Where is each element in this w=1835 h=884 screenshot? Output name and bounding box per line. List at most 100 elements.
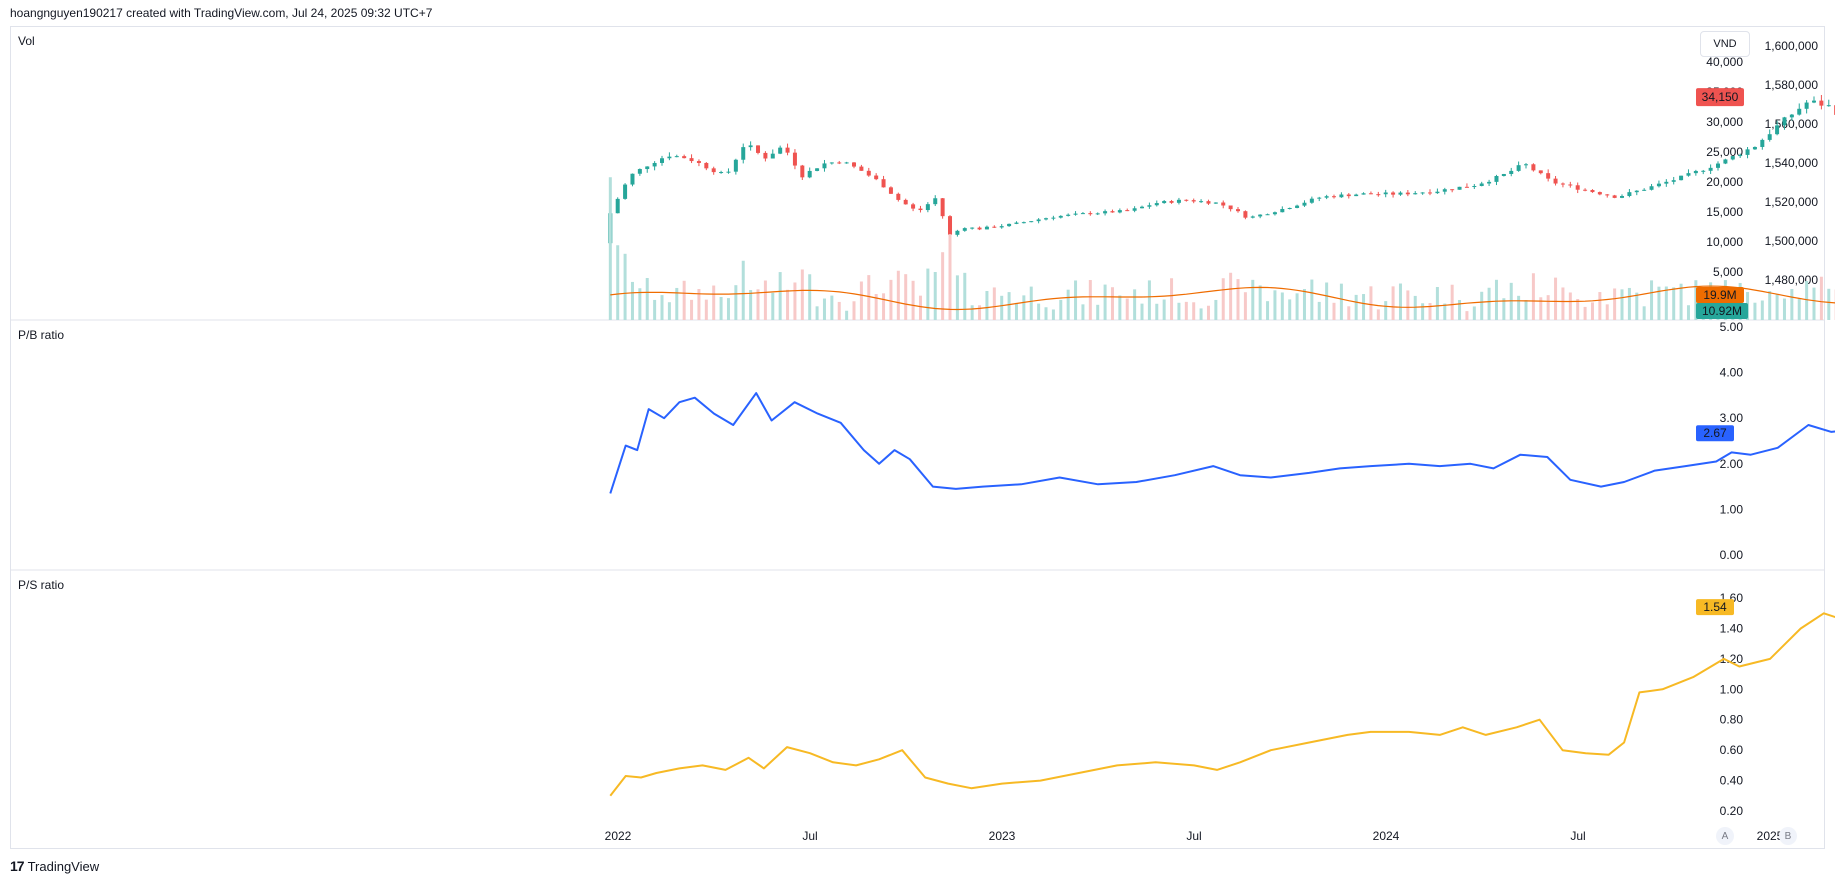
volume-bar bbox=[645, 278, 649, 320]
candle-body bbox=[1058, 215, 1063, 218]
candle-body bbox=[859, 166, 864, 171]
volume-bar bbox=[1421, 303, 1425, 320]
candle-body bbox=[1309, 198, 1314, 203]
candle-body bbox=[1612, 195, 1617, 198]
volume-bar bbox=[1760, 300, 1764, 320]
chart-header: hoangnguyen190217 created with TradingVi… bbox=[10, 6, 433, 20]
candle-body bbox=[1044, 218, 1049, 220]
volume-bar bbox=[1672, 287, 1676, 320]
x-tick-label: 2024 bbox=[1373, 829, 1400, 843]
volume-bar bbox=[1118, 295, 1122, 320]
candle-body bbox=[1391, 192, 1396, 195]
volume-bar bbox=[1221, 278, 1225, 320]
volume-bar bbox=[1598, 292, 1602, 320]
candle-body bbox=[733, 159, 738, 172]
candle-body bbox=[630, 173, 635, 185]
candle-body bbox=[645, 166, 650, 170]
pane-title-pb: P/B ratio bbox=[18, 328, 64, 342]
candle-body bbox=[1797, 108, 1802, 115]
candle-body bbox=[1147, 205, 1152, 207]
candle-body bbox=[785, 147, 790, 153]
candle-body bbox=[837, 162, 842, 164]
price-axis-label: 30,000 bbox=[1706, 115, 1743, 129]
candle-body bbox=[1287, 207, 1292, 209]
volume-bar bbox=[1576, 299, 1580, 320]
volume-axis-label: 1,580,000 bbox=[1765, 78, 1819, 92]
volume-bar bbox=[941, 252, 945, 320]
candle-body bbox=[1501, 173, 1506, 177]
candle-body bbox=[1656, 183, 1661, 187]
volume-bar bbox=[1782, 298, 1786, 320]
volume-bar bbox=[741, 260, 745, 320]
volume-bar bbox=[1310, 279, 1314, 320]
volume-bar bbox=[837, 301, 841, 320]
candle-body bbox=[1007, 223, 1012, 227]
volume-axis-label: 1,540,000 bbox=[1765, 156, 1819, 170]
candle-body bbox=[1708, 167, 1713, 171]
volume-bar bbox=[712, 285, 716, 320]
volume-bar bbox=[1376, 309, 1380, 320]
candle-body bbox=[977, 227, 982, 230]
volume-bar bbox=[675, 287, 679, 320]
volume-axis-label: 1,520,000 bbox=[1765, 195, 1819, 209]
volume-bar bbox=[1206, 305, 1210, 320]
currency-button[interactable]: VND bbox=[1700, 31, 1750, 57]
ps-axis-label: 0.40 bbox=[1720, 774, 1744, 788]
candle-body bbox=[1339, 194, 1344, 198]
pb-last-label: 2.67 bbox=[1703, 426, 1727, 440]
volume-bar bbox=[1051, 309, 1055, 320]
volume-bar bbox=[933, 271, 937, 320]
volume-bar bbox=[1465, 311, 1469, 320]
volume-bar bbox=[1214, 299, 1218, 320]
candle-body bbox=[1812, 100, 1817, 103]
x-tick-label: Jul bbox=[802, 829, 817, 843]
candle-body bbox=[1575, 185, 1580, 190]
pane-title-ps: P/S ratio bbox=[18, 578, 64, 592]
ps-axis-label: 1.00 bbox=[1720, 682, 1744, 696]
pb-line bbox=[609, 392, 1835, 494]
candle-body bbox=[1428, 192, 1433, 194]
candle-body bbox=[1066, 214, 1071, 216]
volume-bar bbox=[874, 294, 878, 320]
candle-body bbox=[992, 226, 997, 228]
candle-body bbox=[1464, 186, 1469, 188]
volume-bar bbox=[815, 306, 819, 320]
volume-bar bbox=[726, 298, 730, 320]
candle-body bbox=[881, 179, 886, 188]
candle-body bbox=[1472, 186, 1477, 188]
candle-body bbox=[1620, 195, 1625, 198]
volume-bar bbox=[978, 305, 982, 320]
candle-body bbox=[1716, 163, 1721, 168]
candle-body bbox=[1280, 208, 1285, 213]
volume-bar bbox=[1332, 302, 1336, 320]
volume-bar bbox=[1664, 286, 1668, 320]
volume-bar bbox=[1384, 301, 1388, 320]
candle-body bbox=[1021, 222, 1026, 224]
x-tick-label: 2025 bbox=[1757, 829, 1784, 843]
volume-bar bbox=[771, 292, 775, 320]
candle-body bbox=[667, 156, 672, 159]
volume-bar bbox=[1074, 280, 1078, 320]
volume-bar bbox=[1694, 280, 1698, 320]
candle-body bbox=[1531, 164, 1536, 171]
candle-body bbox=[970, 227, 975, 229]
x-tick-label: Jul bbox=[1570, 829, 1585, 843]
volume-bar bbox=[1539, 297, 1543, 320]
log-scale-button[interactable]: B bbox=[1779, 827, 1797, 845]
candle-body bbox=[1516, 165, 1521, 171]
candle-body bbox=[874, 175, 879, 180]
volume-bar bbox=[904, 274, 908, 320]
candle-body bbox=[1583, 189, 1588, 191]
candle-body bbox=[1649, 186, 1654, 190]
volume-bar bbox=[623, 253, 627, 320]
pb-axis-label: 2.00 bbox=[1720, 457, 1744, 471]
candle-body bbox=[1073, 213, 1078, 215]
candle-body bbox=[918, 208, 923, 211]
auto-scale-button[interactable]: A bbox=[1716, 827, 1734, 845]
volume-bar bbox=[704, 299, 708, 320]
volume-bar bbox=[1775, 294, 1779, 320]
footer-brand[interactable]: TradingView bbox=[27, 858, 100, 874]
price-axis-label: 10,000 bbox=[1706, 235, 1743, 249]
candle-body bbox=[1051, 217, 1056, 219]
